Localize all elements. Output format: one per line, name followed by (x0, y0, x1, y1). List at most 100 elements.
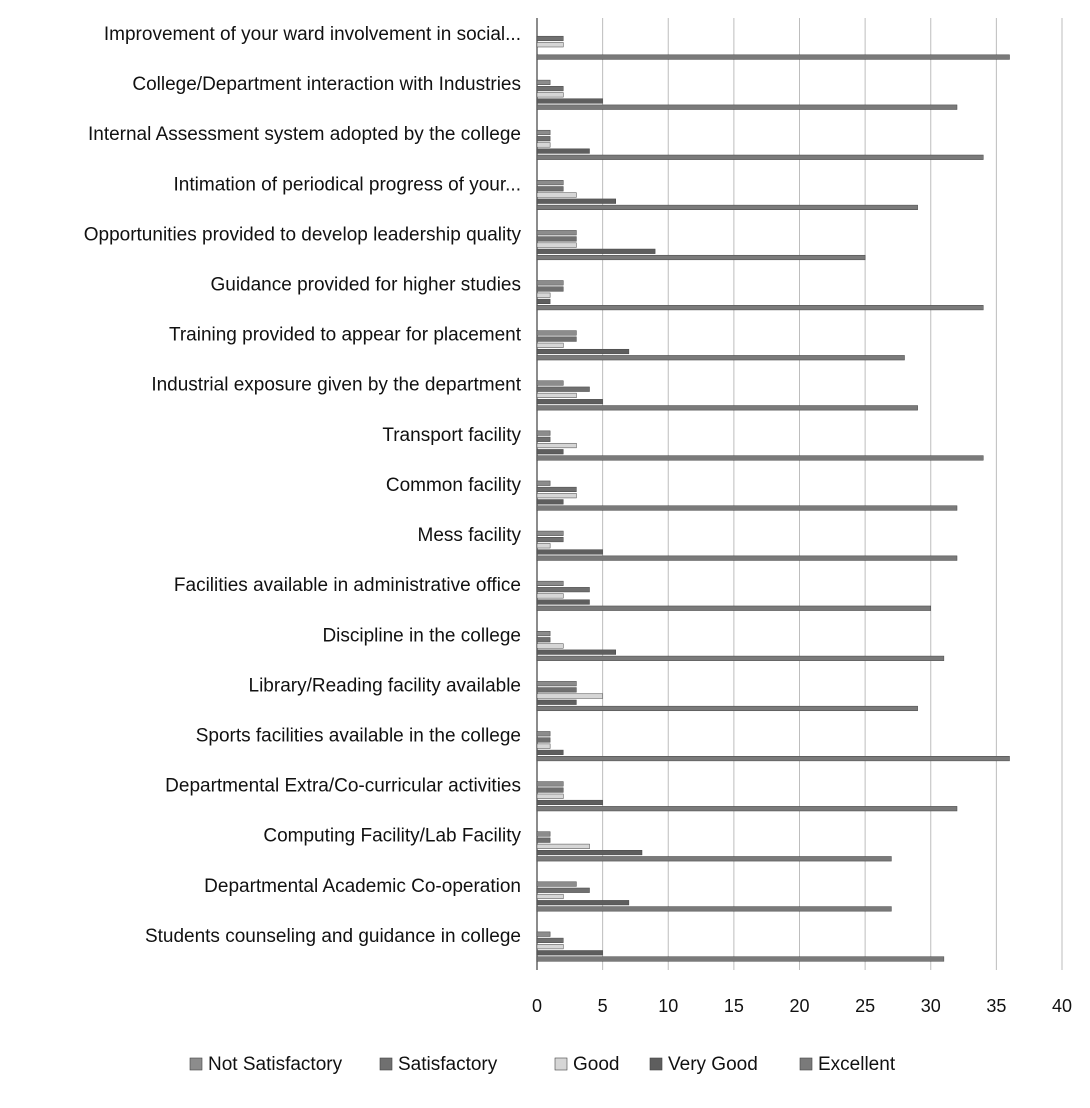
bar-excellent (536, 54, 1010, 60)
bar-good (536, 192, 577, 198)
bar-not-satisfactory (536, 731, 551, 737)
bar-excellent (536, 756, 1010, 762)
bar-not-satisfactory (536, 380, 564, 386)
x-tick-label: 30 (921, 996, 941, 1016)
bar-very-good (536, 900, 630, 906)
category-label: Guidance provided for higher studies (210, 275, 521, 296)
bar-excellent (536, 705, 918, 712)
category-label: Training provided to appear for placemen… (169, 325, 522, 346)
bar-excellent (536, 856, 892, 862)
category-label: Transport facility (382, 425, 521, 446)
bar-excellent (536, 555, 958, 561)
bar-satisfactory (536, 587, 590, 593)
bar-good (536, 743, 551, 749)
legend-swatch (554, 1057, 568, 1071)
category-label: Computing Facility/Lab Facility (263, 826, 521, 847)
x-tick-label: 25 (855, 996, 875, 1016)
bar-good (536, 442, 577, 449)
bar-good (536, 342, 564, 348)
bar-satisfactory (536, 136, 551, 142)
bar-good (536, 843, 590, 849)
bar-satisfactory (536, 687, 577, 693)
gridlines (536, 18, 1063, 970)
bar-satisfactory (536, 637, 551, 643)
bar-excellent (536, 806, 958, 812)
category-label: Library/Reading facility available (249, 675, 521, 696)
bar-very-good (536, 98, 603, 104)
legend-item: Satisfactory (379, 1054, 498, 1075)
bar-very-good (536, 950, 603, 956)
category-label: Departmental Extra/Co-curricular activit… (165, 776, 521, 797)
category-label: Opportunities provided to develop leader… (84, 224, 522, 245)
bar-very-good (536, 799, 603, 806)
category-label: Discipline in the college (322, 625, 521, 646)
category-label: College/Department interaction with Indu… (132, 74, 521, 95)
bar-very-good (536, 499, 564, 505)
bar-good (536, 392, 577, 398)
category-label: Sports facilities available in the colle… (196, 725, 521, 746)
category-label: Facilities available in administrative o… (174, 575, 521, 596)
bar-very-good (536, 248, 656, 254)
x-tick-label: 15 (724, 996, 744, 1016)
legend: Not Satisfactory Satisfactory Good Very Goo… (189, 1054, 896, 1075)
legend-label: Excellent (818, 1054, 896, 1075)
bar-excellent (536, 405, 918, 411)
bar-good (536, 142, 551, 148)
bar-excellent (536, 104, 958, 110)
legend-item: Very Good (649, 1054, 758, 1075)
bar-very-good (536, 599, 590, 605)
legend-swatch (799, 1057, 813, 1071)
bar-not-satisfactory (536, 330, 577, 336)
bar-satisfactory (536, 386, 590, 392)
category-labels: Improvement of your ward involvement in … (84, 24, 522, 947)
bar-very-good (536, 549, 603, 555)
category-label: Intimation of periodical progress of you… (174, 174, 521, 195)
bar-very-good (536, 850, 643, 856)
bar-very-good (536, 198, 616, 204)
category-label: Mess facility (418, 525, 522, 546)
bar-good (536, 693, 603, 699)
bar-satisfactory (536, 436, 551, 442)
x-tick-label: 20 (789, 996, 809, 1016)
category-label: Improvement of your ward involvement in … (104, 24, 521, 45)
bar-excellent (536, 154, 984, 160)
x-axis: 0 5 10 15 20 25 30 35 40 (532, 996, 1072, 1016)
bar-good (536, 42, 564, 48)
legend-item: Not Satisfactory (189, 1054, 343, 1075)
legend-item: Good (554, 1054, 619, 1075)
category-label: Departmental Academic Co-operation (204, 876, 521, 897)
x-tick-label: 5 (598, 996, 608, 1016)
bar-satisfactory (536, 336, 577, 342)
bar-satisfactory (536, 937, 564, 943)
bar-not-satisfactory (536, 931, 551, 937)
bar-not-satisfactory (536, 681, 577, 687)
bar-not-satisfactory (536, 831, 551, 837)
bar-very-good (536, 749, 564, 755)
bar-excellent (536, 455, 984, 461)
x-tick-label: 35 (986, 996, 1006, 1016)
bar-not-satisfactory (536, 480, 551, 486)
bar-not-satisfactory (536, 79, 551, 85)
bar-good (536, 793, 564, 799)
category-label: Students counseling and guidance in coll… (145, 926, 521, 947)
legend-label: Not Satisfactory (208, 1054, 343, 1075)
bar-satisfactory (536, 737, 551, 743)
bar-excellent (536, 505, 958, 511)
bar-excellent (536, 305, 984, 311)
bar-good (536, 92, 564, 98)
bar-good (536, 893, 564, 900)
bar-very-good (536, 148, 590, 154)
bars (536, 35, 1010, 962)
bar-not-satisfactory (536, 631, 551, 637)
bar-good (536, 944, 564, 950)
bar-not-satisfactory (536, 129, 551, 136)
legend-swatch (649, 1057, 663, 1071)
bar-satisfactory (536, 787, 564, 793)
legend-swatch (189, 1057, 203, 1071)
legend-swatch (379, 1057, 393, 1071)
bar-good (536, 593, 564, 599)
bar-not-satisfactory (536, 430, 551, 436)
x-tick-label: 10 (658, 996, 678, 1016)
bar-satisfactory (536, 35, 564, 42)
